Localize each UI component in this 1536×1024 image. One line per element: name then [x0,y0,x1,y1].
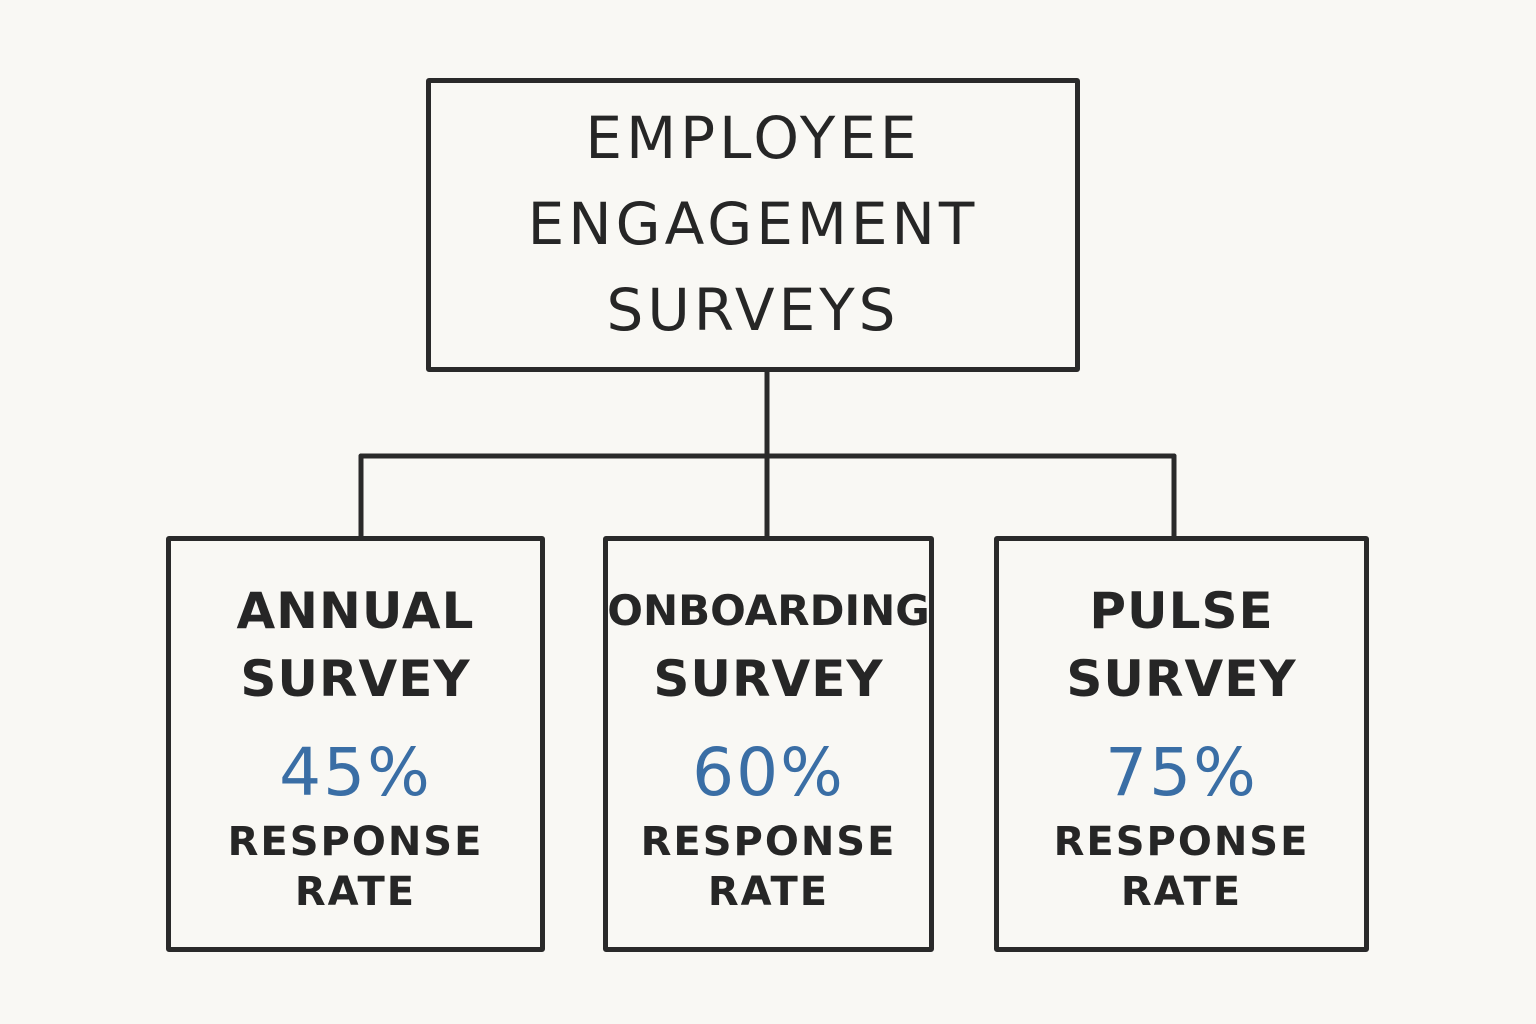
annual-survey-title: ANNUAL SURVEY [236,577,474,713]
root-title-line-2: ENGAGEMENT [527,190,979,258]
onboarding-response-rate-label: RESPONSE RATE [641,817,897,917]
pulse-title-line-2: SURVEY [1066,650,1297,708]
annual-response-rate-label: RESPONSE RATE [228,817,484,917]
root-title-line-3: SURVEYS [606,276,900,344]
onboarding-rate-label-line-1: RESPONSE [640,819,897,865]
root-node-box: EMPLOYEE ENGAGEMENT SURVEYS [426,78,1080,372]
pulse-response-rate-label: RESPONSE RATE [1054,817,1310,917]
pulse-rate-label-line-1: RESPONSE [1053,819,1310,865]
onboarding-survey-title: ONBOARDING SURVEY [607,577,929,713]
root-title-line-1: EMPLOYEE [585,104,921,172]
onboarding-response-rate-value: 60% [692,734,845,811]
pulse-survey-node: PULSE SURVEY 75% RESPONSE RATE [994,536,1369,952]
annual-title-line-2: SURVEY [240,650,471,708]
annual-rate-label-line-1: RESPONSE [227,819,484,865]
onboarding-rate-label-line-2: RATE [707,869,830,915]
annual-response-rate-value: 45% [279,734,432,811]
onboarding-survey-node: ONBOARDING SURVEY 60% RESPONSE RATE [603,536,934,952]
annual-rate-label-line-2: RATE [294,869,417,915]
pulse-survey-title: PULSE SURVEY [1066,577,1296,713]
annual-survey-node: ANNUAL SURVEY 45% RESPONSE RATE [166,536,545,952]
onboarding-title-line-1: ONBOARDING [607,586,930,635]
pulse-rate-label-line-2: RATE [1120,869,1243,915]
onboarding-title-line-2: SURVEY [653,650,884,708]
root-node-title: EMPLOYEE ENGAGEMENT SURVEYS [528,95,979,353]
pulse-title-line-1: PULSE [1089,582,1274,640]
pulse-response-rate-value: 75% [1105,734,1258,811]
annual-title-line-1: ANNUAL [236,582,475,640]
